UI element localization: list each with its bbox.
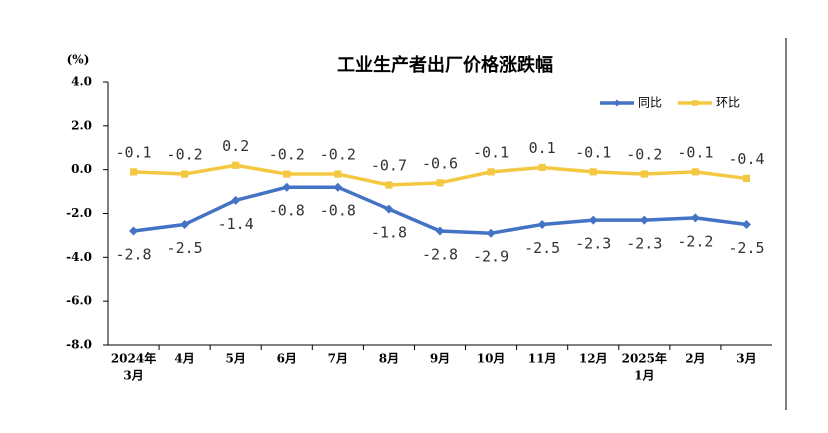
data-label: -0.1 [575, 143, 611, 161]
x-tick-label: 3月 [123, 369, 143, 383]
legend-label: 环比 [716, 96, 740, 110]
data-point [282, 182, 292, 192]
chart-title: 工业生产者出厂价格涨跌幅 [337, 54, 553, 76]
data-label: -0.2 [626, 146, 662, 164]
data-point [538, 163, 546, 172]
data-point [232, 161, 240, 169]
data-point [537, 219, 547, 229]
data-point [435, 226, 445, 236]
y-tick-label: 4.0 [71, 75, 92, 89]
x-tick-label: 4月 [174, 352, 194, 366]
data-label: -2.8 [422, 246, 458, 264]
x-tick-label: 5月 [226, 352, 246, 366]
x-tick-label: 2月 [685, 352, 705, 366]
data-point [589, 168, 597, 176]
x-tick-label: 10月 [477, 352, 506, 366]
data-point [334, 170, 342, 178]
data-point [180, 219, 190, 229]
data-label: -0.7 [371, 157, 407, 175]
data-point [486, 228, 496, 238]
data-label: -2.3 [626, 235, 662, 253]
data-label: -0.1 [115, 143, 151, 161]
x-tick-label: 8月 [379, 352, 399, 366]
x-tick-label: 2025年 [622, 351, 667, 366]
data-point [741, 219, 751, 229]
y-tick-label: 2.0 [71, 118, 92, 132]
data-label: -2.5 [524, 239, 560, 257]
data-point [639, 215, 649, 225]
legend-label: 同比 [638, 96, 662, 110]
data-label: -2.5 [728, 239, 764, 257]
x-tick-label: 11月 [528, 352, 557, 366]
y-tick-label: -2.0 [66, 206, 92, 220]
data-point [691, 168, 699, 176]
data-label: -0.2 [167, 146, 203, 164]
data-label: -1.4 [218, 215, 254, 233]
data-point [129, 168, 138, 176]
data-point [588, 215, 598, 225]
data-label: -1.8 [371, 224, 407, 242]
y-tick-label: -4.0 [66, 250, 92, 264]
data-label: -0.4 [728, 150, 764, 168]
y-tick-label: -6.0 [66, 294, 92, 308]
x-tick-label: 3月 [736, 352, 756, 366]
data-label: -2.5 [167, 239, 203, 257]
data-label: -2.3 [575, 235, 611, 253]
data-point [690, 213, 700, 223]
data-label: -0.1 [677, 143, 713, 161]
data-label: -0.8 [320, 202, 356, 220]
data-point [640, 170, 648, 178]
data-point [283, 170, 291, 178]
y-tick-label: 0.0 [71, 162, 92, 176]
data-point [742, 174, 751, 183]
x-tick-label: 2024年 [111, 351, 156, 366]
data-label: 0.1 [529, 139, 556, 157]
data-label: -0.1 [473, 143, 509, 161]
data-label: -0.2 [320, 146, 356, 164]
data-point [181, 170, 189, 178]
x-tick-label: 9月 [430, 352, 450, 366]
x-tick-label: 12月 [579, 352, 608, 366]
data-label: -0.8 [269, 202, 305, 220]
data-label: -2.9 [473, 248, 509, 266]
x-tick-label: 6月 [277, 352, 297, 366]
legend-marker [613, 99, 621, 107]
legend-marker [692, 100, 698, 106]
data-point [436, 179, 444, 187]
y-tick-label: -8.0 [66, 338, 92, 352]
data-point [231, 195, 241, 205]
data-point [385, 181, 393, 189]
data-point [129, 226, 139, 236]
data-label: -0.2 [269, 146, 305, 164]
x-tick-label: 7月 [328, 352, 348, 366]
data-label: 0.2 [222, 137, 249, 155]
data-point [384, 204, 394, 214]
data-label: -0.6 [422, 154, 458, 172]
y-axis-label: (%) [67, 53, 90, 67]
x-tick-label: 1月 [634, 369, 654, 383]
data-label: -2.2 [677, 232, 713, 250]
data-point [487, 168, 495, 176]
data-point [333, 182, 343, 192]
data-label: -2.8 [115, 246, 151, 264]
